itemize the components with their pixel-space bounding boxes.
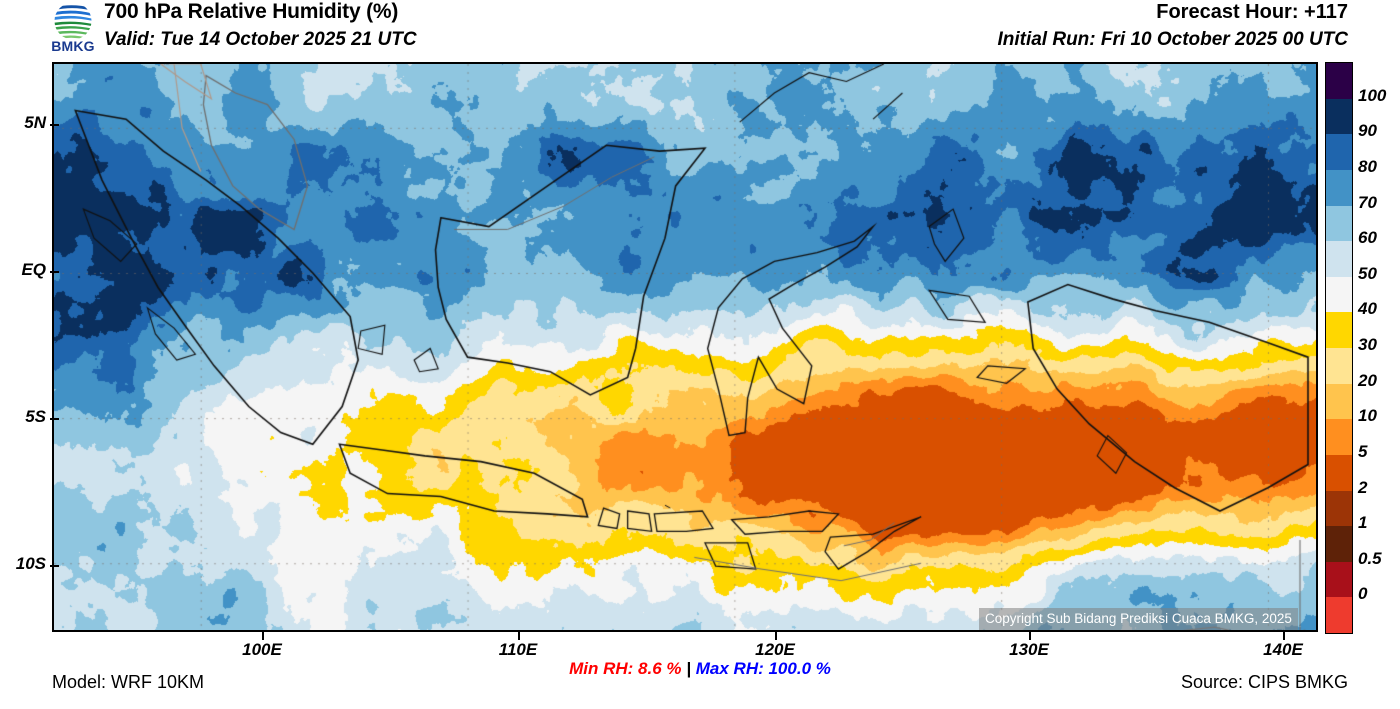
lat-tick-label: EQ: [21, 260, 46, 279]
bmkg-logo: BMKG: [42, 2, 104, 56]
colorbar-band: [1326, 490, 1352, 527]
forecast-hour-label: Forecast Hour: +117: [1156, 1, 1348, 23]
lon-tick-mark: [262, 631, 264, 640]
colorbar-tick-label: 0: [1358, 584, 1368, 604]
lon-tick-mark: [775, 631, 777, 640]
lat-tick-label: 5S: [25, 407, 46, 426]
rh-colorbar: [1325, 62, 1353, 634]
colorbar-tick-label: 0.5: [1358, 548, 1382, 568]
valid-time-label: Valid: Tue 14 October 2025 21 UTC: [104, 29, 417, 50]
colorbar-band: [1326, 169, 1352, 206]
lon-tick-label: 100E: [242, 640, 282, 659]
colorbar-band: [1326, 597, 1352, 633]
rh-colorbar-labels: 100 90 80 70 60 50 40 30 20 10 5 2 1 0.5 0: [1358, 62, 1400, 632]
lon-tick-mark: [518, 631, 520, 640]
lon-tick-label: 110E: [498, 640, 538, 659]
lon-tick-label: 140E: [1263, 640, 1303, 659]
lat-tick-mark: [50, 418, 59, 420]
colorbar-band: [1326, 383, 1352, 420]
lat-tick-mark: [50, 271, 59, 273]
colorbar-tick-label: 60: [1358, 228, 1377, 248]
colorbar-tick-label: 20: [1358, 370, 1377, 390]
colorbar-band: [1326, 561, 1352, 598]
colorbar-tick-label: 30: [1358, 335, 1377, 354]
lon-tick-label: 120E: [755, 640, 795, 659]
colorbar-band: [1326, 205, 1352, 242]
lon-tick-mark: [1283, 631, 1285, 640]
colorbar-band: [1326, 63, 1352, 99]
map-copyright-notice: Copyright Sub Bidang Prediksi Cuaca BMKG…: [979, 608, 1298, 630]
lat-tick-mark: [50, 124, 59, 126]
lat-tick-mark: [50, 565, 59, 567]
source-label: Source: CIPS BMKG: [1180, 672, 1348, 692]
colorbar-tick-label: 80: [1358, 156, 1377, 176]
colorbar-tick-label: 40: [1358, 299, 1377, 319]
colorbar-tick-label: 2: [1358, 477, 1368, 497]
weather-map[interactable]: Copyright Sub Bidang Prediksi Cuaca BMKG…: [52, 62, 1318, 632]
lat-tick-label: 5N: [24, 113, 46, 132]
max-rh-value: Max RH: 100.0 %: [695, 659, 831, 678]
colorbar-band: [1326, 98, 1352, 135]
model-label: Model: WRF 10KM: [52, 672, 205, 692]
colorbar-band: [1326, 419, 1352, 455]
colorbar-band: [1326, 276, 1352, 313]
colorbar-tick-label: 1: [1358, 513, 1368, 533]
bmkg-logo-mark: [54, 2, 92, 40]
colorbar-tick-label: 50: [1358, 263, 1377, 283]
page-title: 700 hPa Relative Humidity (%): [104, 0, 399, 23]
colorbar-band: [1326, 526, 1352, 562]
page-header: BMKG 700 hPa Relative Humidity (%) Valid…: [0, 0, 1400, 58]
colorbar-band: [1326, 134, 1352, 170]
min-rh-value: Min RH: 8.6 %: [569, 659, 682, 678]
colorbar-band: [1326, 348, 1352, 384]
initial-run-label: Initial Run: Fri 10 October 2025 00 UTC: [997, 29, 1348, 50]
colorbar-tick-label: 100: [1358, 85, 1387, 105]
colorbar-band: [1326, 312, 1352, 348]
colorbar-tick-label: 70: [1358, 192, 1377, 212]
colorbar-band: [1326, 454, 1352, 491]
colorbar-band: [1326, 241, 1352, 277]
colorbar-tick-label: 10: [1358, 406, 1377, 426]
lon-tick-label: 130E: [1009, 640, 1049, 659]
rh-contour-field: [54, 64, 1316, 630]
lon-tick-mark: [1029, 631, 1031, 640]
lat-tick-label: 10S: [15, 554, 46, 573]
colorbar-tick-label: 90: [1358, 121, 1377, 141]
colorbar-tick-label: 5: [1358, 441, 1368, 461]
bmkg-logo-wordmark: BMKG: [51, 38, 95, 54]
min-max-separator: |: [686, 659, 692, 678]
min-max-rh-label: Min RH: 8.6 % | Max RH: 100.0 %: [0, 659, 1400, 679]
